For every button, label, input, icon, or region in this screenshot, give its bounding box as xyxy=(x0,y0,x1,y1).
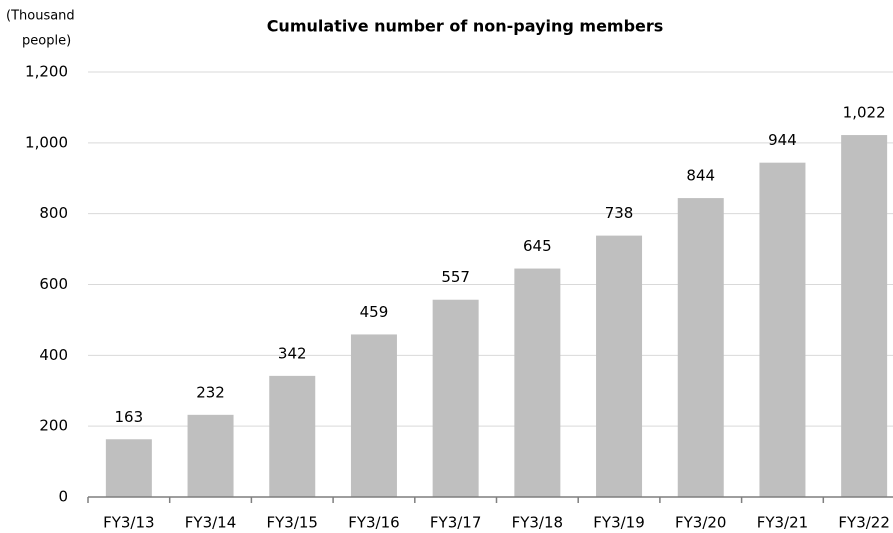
value-label: 163 xyxy=(115,408,144,426)
y-axis-label: people) xyxy=(22,34,71,49)
y-tick-label: 1,000 xyxy=(25,133,68,151)
x-tick-label: FY3/15 xyxy=(267,514,318,532)
bar xyxy=(269,375,316,497)
value-label: 645 xyxy=(523,237,552,255)
bar xyxy=(350,334,397,497)
y-tick-label: 800 xyxy=(39,204,68,222)
y-tick-label: 400 xyxy=(39,346,68,364)
value-label: 944 xyxy=(768,131,797,149)
y-axis-label: (Thousand xyxy=(6,9,75,24)
bar xyxy=(677,198,724,498)
bar xyxy=(759,162,806,497)
value-label: 1,022 xyxy=(843,104,886,122)
x-tick-label: FY3/14 xyxy=(185,514,236,532)
x-tick-label: FY3/17 xyxy=(430,514,481,532)
x-tick-label: FY3/22 xyxy=(838,514,889,532)
x-tick-label: FY3/13 xyxy=(103,514,154,532)
x-tick-label: FY3/20 xyxy=(675,514,726,532)
x-tick-label: FY3/18 xyxy=(512,514,563,532)
bar xyxy=(841,135,888,497)
y-tick-label: 1,200 xyxy=(25,63,68,81)
value-label: 342 xyxy=(278,344,307,362)
bar xyxy=(514,268,561,497)
value-label: 844 xyxy=(686,167,715,185)
bar xyxy=(105,439,152,497)
x-tick-label: FY3/21 xyxy=(757,514,808,532)
value-label: 738 xyxy=(605,204,634,222)
chart-title: Cumulative number of non-paying members xyxy=(267,17,664,36)
y-tick-label: 600 xyxy=(39,275,68,293)
x-tick-label: FY3/19 xyxy=(593,514,644,532)
value-label: 557 xyxy=(441,268,470,286)
bar xyxy=(596,235,643,497)
value-label: 459 xyxy=(360,303,389,321)
bar xyxy=(432,299,479,497)
value-label: 232 xyxy=(196,383,225,401)
bar xyxy=(187,414,234,497)
y-tick-label: 0 xyxy=(58,488,68,506)
x-tick-label: FY3/16 xyxy=(348,514,399,532)
y-tick-label: 200 xyxy=(39,417,68,435)
